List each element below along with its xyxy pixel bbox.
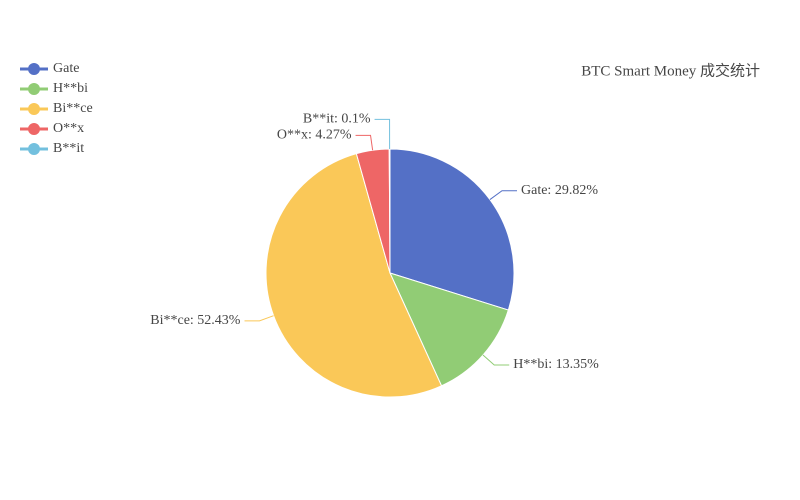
legend-label: B**it [53, 141, 84, 156]
legend-marker [28, 103, 40, 115]
data-label: B**it: 0.1% [303, 112, 371, 127]
data-label: H**bi: 13.35% [513, 357, 599, 372]
leader-line [374, 118, 391, 150]
pie-slice [389, 272, 509, 387]
leader-line [355, 134, 374, 151]
legend-label: O**x [53, 121, 84, 136]
legend-item[interactable]: H**bi [20, 81, 88, 96]
legend-item[interactable]: O**x [20, 121, 84, 136]
legend-marker [28, 83, 40, 95]
legend-label: Gate [53, 61, 79, 76]
data-label: O**x: 4.27% [277, 128, 352, 143]
legend-item[interactable]: Bi**ce [20, 101, 93, 116]
legend-item[interactable]: B**it [20, 141, 84, 156]
legend-label: H**bi [53, 81, 88, 96]
pie-slice [389, 148, 515, 311]
data-label: Gate: 29.82% [521, 183, 598, 198]
legend-label: Bi**ce [53, 101, 93, 116]
data-label: Bi**ce: 52.43% [150, 313, 241, 328]
legend-marker [28, 143, 40, 155]
pie-slice [265, 153, 443, 398]
leader-line [489, 190, 518, 200]
legend-item[interactable]: Gate [20, 61, 79, 76]
legend-marker [28, 63, 40, 75]
chart-title: BTC Smart Money 成交统计 [581, 61, 760, 79]
legend-marker [28, 123, 40, 135]
leader-line [244, 315, 274, 322]
leader-line [482, 354, 510, 366]
